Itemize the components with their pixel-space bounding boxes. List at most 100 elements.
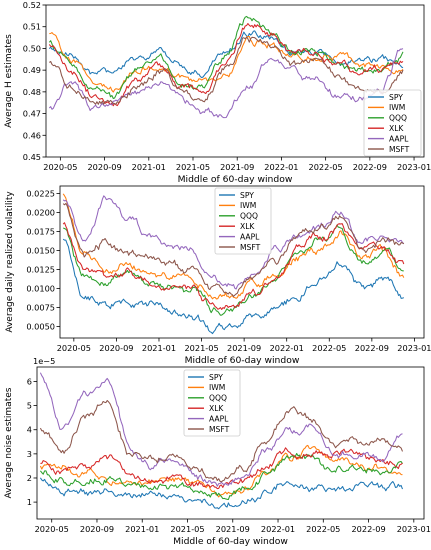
x-tick-label: 2020-09 — [80, 524, 114, 534]
x-axis-label: Middle of 60-day window — [185, 355, 300, 366]
x-tick-label: 2022-09 — [351, 524, 385, 534]
chart-panel-2: 2020-05 2020-09 2021-01 2021-05 2021-09 2022-… — [5, 185, 431, 366]
y-axis-label: Average daily realized volatility — [5, 191, 15, 333]
series-line-qqq — [39, 452, 403, 501]
y-tick-label: 0.0200 — [26, 208, 55, 218]
plot-frame — [45, 4, 425, 158]
y-tick-label: 1 — [27, 497, 32, 507]
y-tick-label: 0.46 — [23, 130, 41, 140]
legend-label: QQQ — [389, 114, 407, 123]
y-tick-label: 0.51 — [23, 22, 41, 32]
x-tick-label: 2022-09 — [355, 343, 389, 353]
x-tick-label: 2022-01 — [270, 343, 304, 353]
y-tick-label: 3 — [27, 449, 32, 459]
x-tick-label: 2021-09 — [216, 524, 250, 534]
y-tick-label: 0.49 — [23, 65, 41, 75]
y-axis-label: Average noise estimates — [4, 387, 14, 498]
series-group — [62, 193, 405, 335]
legend-box — [214, 187, 272, 255]
legend-label: MSFT — [240, 243, 261, 252]
y-scale-label: 1e−5 — [33, 356, 55, 366]
chart-panel-1: 2020-05 2020-09 2021-01 2021-05 2021-09 2022-… — [4, 0, 431, 185]
series-line-aapl — [39, 372, 403, 487]
series-line-qqq — [48, 15, 404, 100]
series-line-msft — [62, 202, 405, 297]
y-axis-label: Average H estimates — [4, 34, 14, 128]
legend-label: IWM — [209, 383, 225, 392]
x-tick-label: 2021-05 — [170, 524, 204, 534]
legend-label: SPY — [209, 373, 223, 382]
series-line-msft — [39, 399, 403, 483]
legend-label: QQQ — [240, 212, 258, 221]
y-tick-label: 0.0100 — [26, 284, 55, 294]
legend-label: IWM — [389, 103, 405, 112]
x-tick-label: 2020-05 — [57, 343, 91, 353]
y-tick-label: 4 — [27, 425, 32, 435]
legend-label: AAPL — [389, 134, 409, 143]
x-tick-label: 2021-05 — [184, 343, 218, 353]
y-tick-label: 6 — [27, 376, 32, 386]
series-line-xlk — [48, 23, 404, 107]
y-tick-label: 0.0050 — [26, 322, 55, 332]
chart-panel-3: 2020-05 2020-09 2021-01 2021-05 2021-09 2022-… — [4, 356, 431, 547]
x-tick-label: 2021-09 — [220, 162, 254, 172]
x-tick-label: 2020-05 — [35, 524, 69, 534]
x-tick-label: 2021-09 — [227, 343, 261, 353]
legend-label: SPY — [389, 93, 403, 102]
x-axis-label: Middle of 60-day window — [178, 174, 293, 185]
y-tick-label: 0.52 — [23, 0, 41, 10]
legend-label: IWM — [240, 201, 256, 210]
x-tick-label: 2023-01 — [397, 524, 431, 534]
legend-label: MSFT — [209, 425, 230, 434]
plot-frame — [36, 366, 425, 520]
legend-label: SPY — [240, 191, 254, 200]
x-tick-label: 2022-05 — [312, 343, 346, 353]
x-tick-label: 2022-01 — [261, 524, 295, 534]
series-line-xlk — [40, 447, 403, 490]
y-tick-label: 0.0125 — [26, 265, 55, 275]
x-tick-label: 2021-05 — [176, 162, 210, 172]
x-tick-label: 2022-01 — [264, 162, 298, 172]
series-line-spy — [62, 238, 404, 335]
x-tick-label: 2022-05 — [309, 162, 343, 172]
series-line-spy — [48, 30, 404, 79]
y-tick-label: 0.0175 — [26, 227, 55, 237]
x-tick-label: 2023-01 — [397, 162, 431, 172]
series-line-xlk — [62, 222, 405, 311]
x-tick-label: 2021-01 — [125, 524, 159, 534]
legend-box — [363, 89, 422, 157]
x-tick-label: 2022-05 — [306, 524, 340, 534]
series-line-iwm — [49, 32, 404, 93]
x-tick-label: 2020-09 — [87, 162, 121, 172]
legend-label: XLK — [209, 404, 224, 413]
y-tick-label: 0.45 — [23, 152, 41, 162]
series-line-iwm — [62, 193, 405, 300]
series-line-aapl — [48, 48, 404, 119]
series-line-msft — [49, 36, 404, 105]
x-tick-label: 2021-01 — [142, 343, 176, 353]
legend-label: XLK — [240, 222, 255, 231]
x-tick-label: 2021-01 — [132, 162, 166, 172]
y-tick-label: 0.50 — [23, 43, 41, 53]
x-axis-label: Middle of 60-day window — [173, 536, 288, 547]
series-line-spy — [39, 477, 403, 510]
x-tick-label: 2020-05 — [43, 162, 77, 172]
series-line-iwm — [39, 444, 403, 498]
legend-box — [183, 369, 241, 437]
y-tick-label: 0.0150 — [26, 246, 55, 256]
legend-label: MSFT — [389, 145, 410, 154]
series-group — [48, 15, 404, 119]
legend-label: AAPL — [240, 232, 260, 241]
x-tick-label: 2022-09 — [353, 162, 387, 172]
legend-label: AAPL — [209, 414, 229, 423]
y-tick-label: 0.48 — [23, 87, 41, 97]
y-tick-label: 0.0225 — [26, 189, 55, 199]
series-group — [39, 372, 403, 510]
series-line-aapl — [62, 195, 405, 290]
legend-label: QQQ — [209, 394, 227, 403]
x-tick-label: 2023-01 — [397, 343, 431, 353]
